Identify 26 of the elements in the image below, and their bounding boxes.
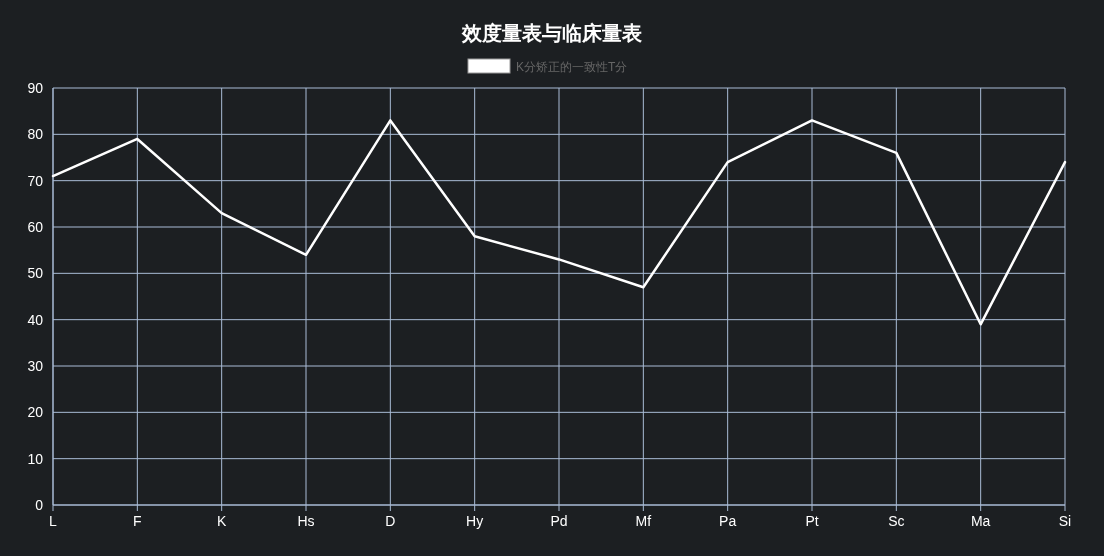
- x-tick-label: Hs: [297, 513, 315, 529]
- x-tick-label: Pa: [719, 513, 737, 529]
- chart-title: 效度量表与临床量表: [461, 22, 642, 44]
- y-tick-label: 30: [27, 358, 44, 374]
- y-tick-label: 0: [35, 497, 44, 513]
- x-tick-label: F: [133, 513, 142, 529]
- y-tick-label: 80: [27, 126, 44, 143]
- x-tick-label: Pt: [805, 513, 819, 529]
- y-tick-label: 50: [27, 265, 44, 282]
- x-tick-label: L: [49, 513, 58, 529]
- x-tick-label: Ma: [970, 513, 991, 529]
- x-tick-label: Hy: [466, 513, 484, 529]
- y-tick-label: 10: [27, 450, 44, 467]
- x-tick-label: Si: [1058, 513, 1072, 529]
- y-tick-label: 90: [27, 80, 44, 96]
- legend-label: K分矫正的一致性T分: [516, 60, 628, 74]
- x-tick-label: Sc: [888, 513, 905, 529]
- y-tick-label: 20: [27, 404, 44, 421]
- y-tick-label: 40: [27, 311, 44, 328]
- line-series: [51, 119, 1067, 326]
- x-tick-label: D: [385, 513, 396, 529]
- x-tick-label: Mf: [635, 513, 652, 529]
- x-tick-label: K: [216, 513, 227, 529]
- x-tick-label: Pd: [550, 513, 568, 529]
- y-tick-label: 70: [27, 172, 44, 189]
- y-tick-label: 60: [27, 219, 44, 235]
